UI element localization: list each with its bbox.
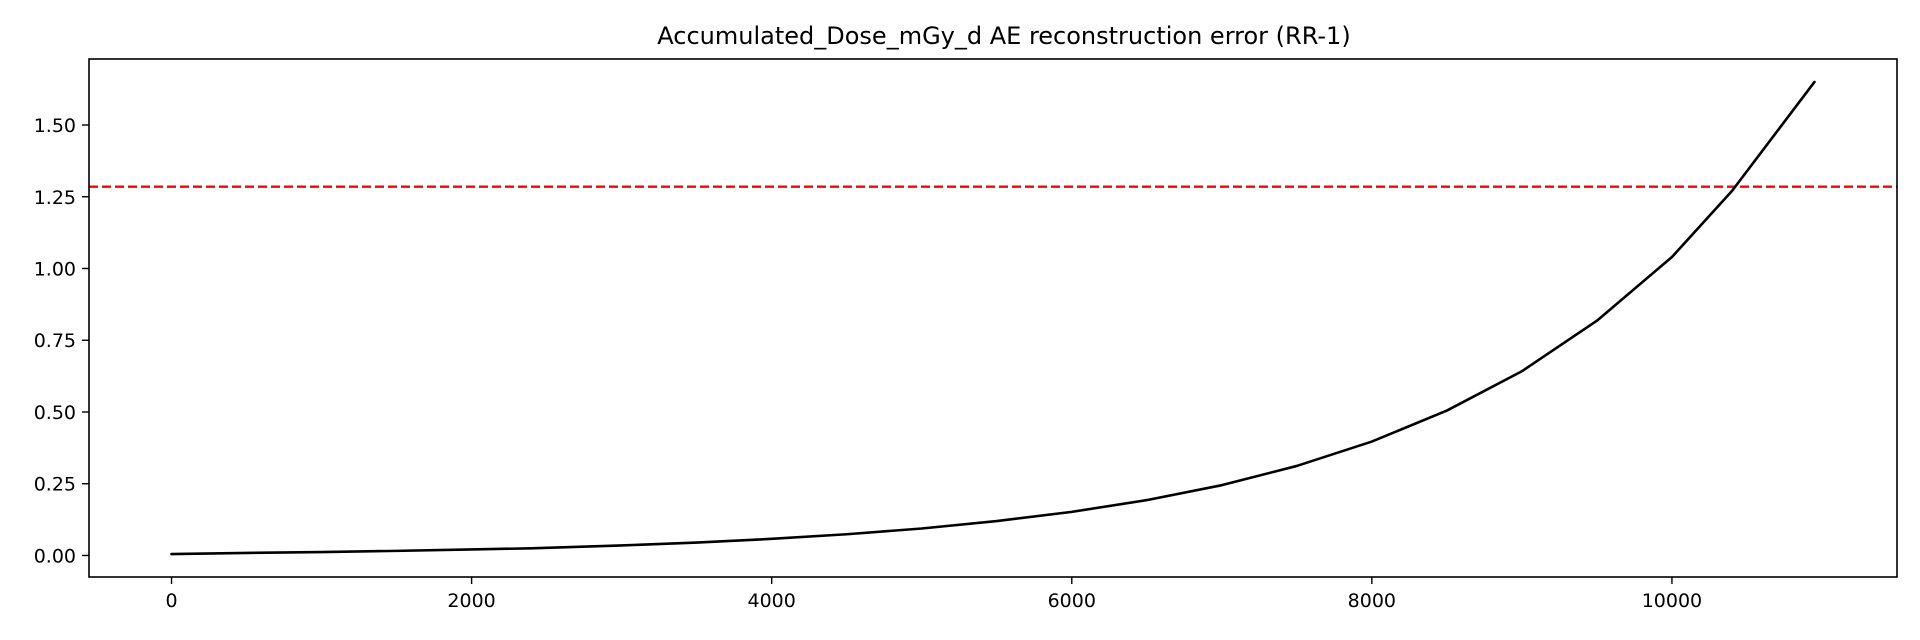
x-tick-label: 6000 [1048, 590, 1096, 612]
plot-area [89, 80, 1897, 556]
plot-frame [88, 58, 1898, 578]
y-tick-label: 1.50 [34, 115, 76, 137]
x-tick-label: 10000 [1642, 590, 1702, 612]
y-tick-label: 0.50 [34, 402, 76, 424]
axes: 0 2000 4000 6000 8000 10000 0.00 0.25 0.50 0.75 1.… [34, 115, 1702, 612]
y-tick-label: 1.25 [34, 187, 76, 209]
y-tick-label: 0.25 [34, 474, 76, 496]
chart-title: Accumulated_Dose_mGy_d AE reconstruction… [657, 22, 1350, 50]
series-line-0 [170, 80, 1816, 556]
y-tick-label: 0.75 [34, 330, 76, 352]
x-tick-label: 2000 [447, 590, 495, 612]
x-tick-label: 4000 [748, 590, 796, 612]
x-tick-label: 0 [165, 590, 177, 612]
y-tick-label: 1.00 [34, 258, 76, 280]
x-tick-label: 8000 [1348, 590, 1396, 612]
y-tick-label: 0.00 [34, 545, 76, 567]
